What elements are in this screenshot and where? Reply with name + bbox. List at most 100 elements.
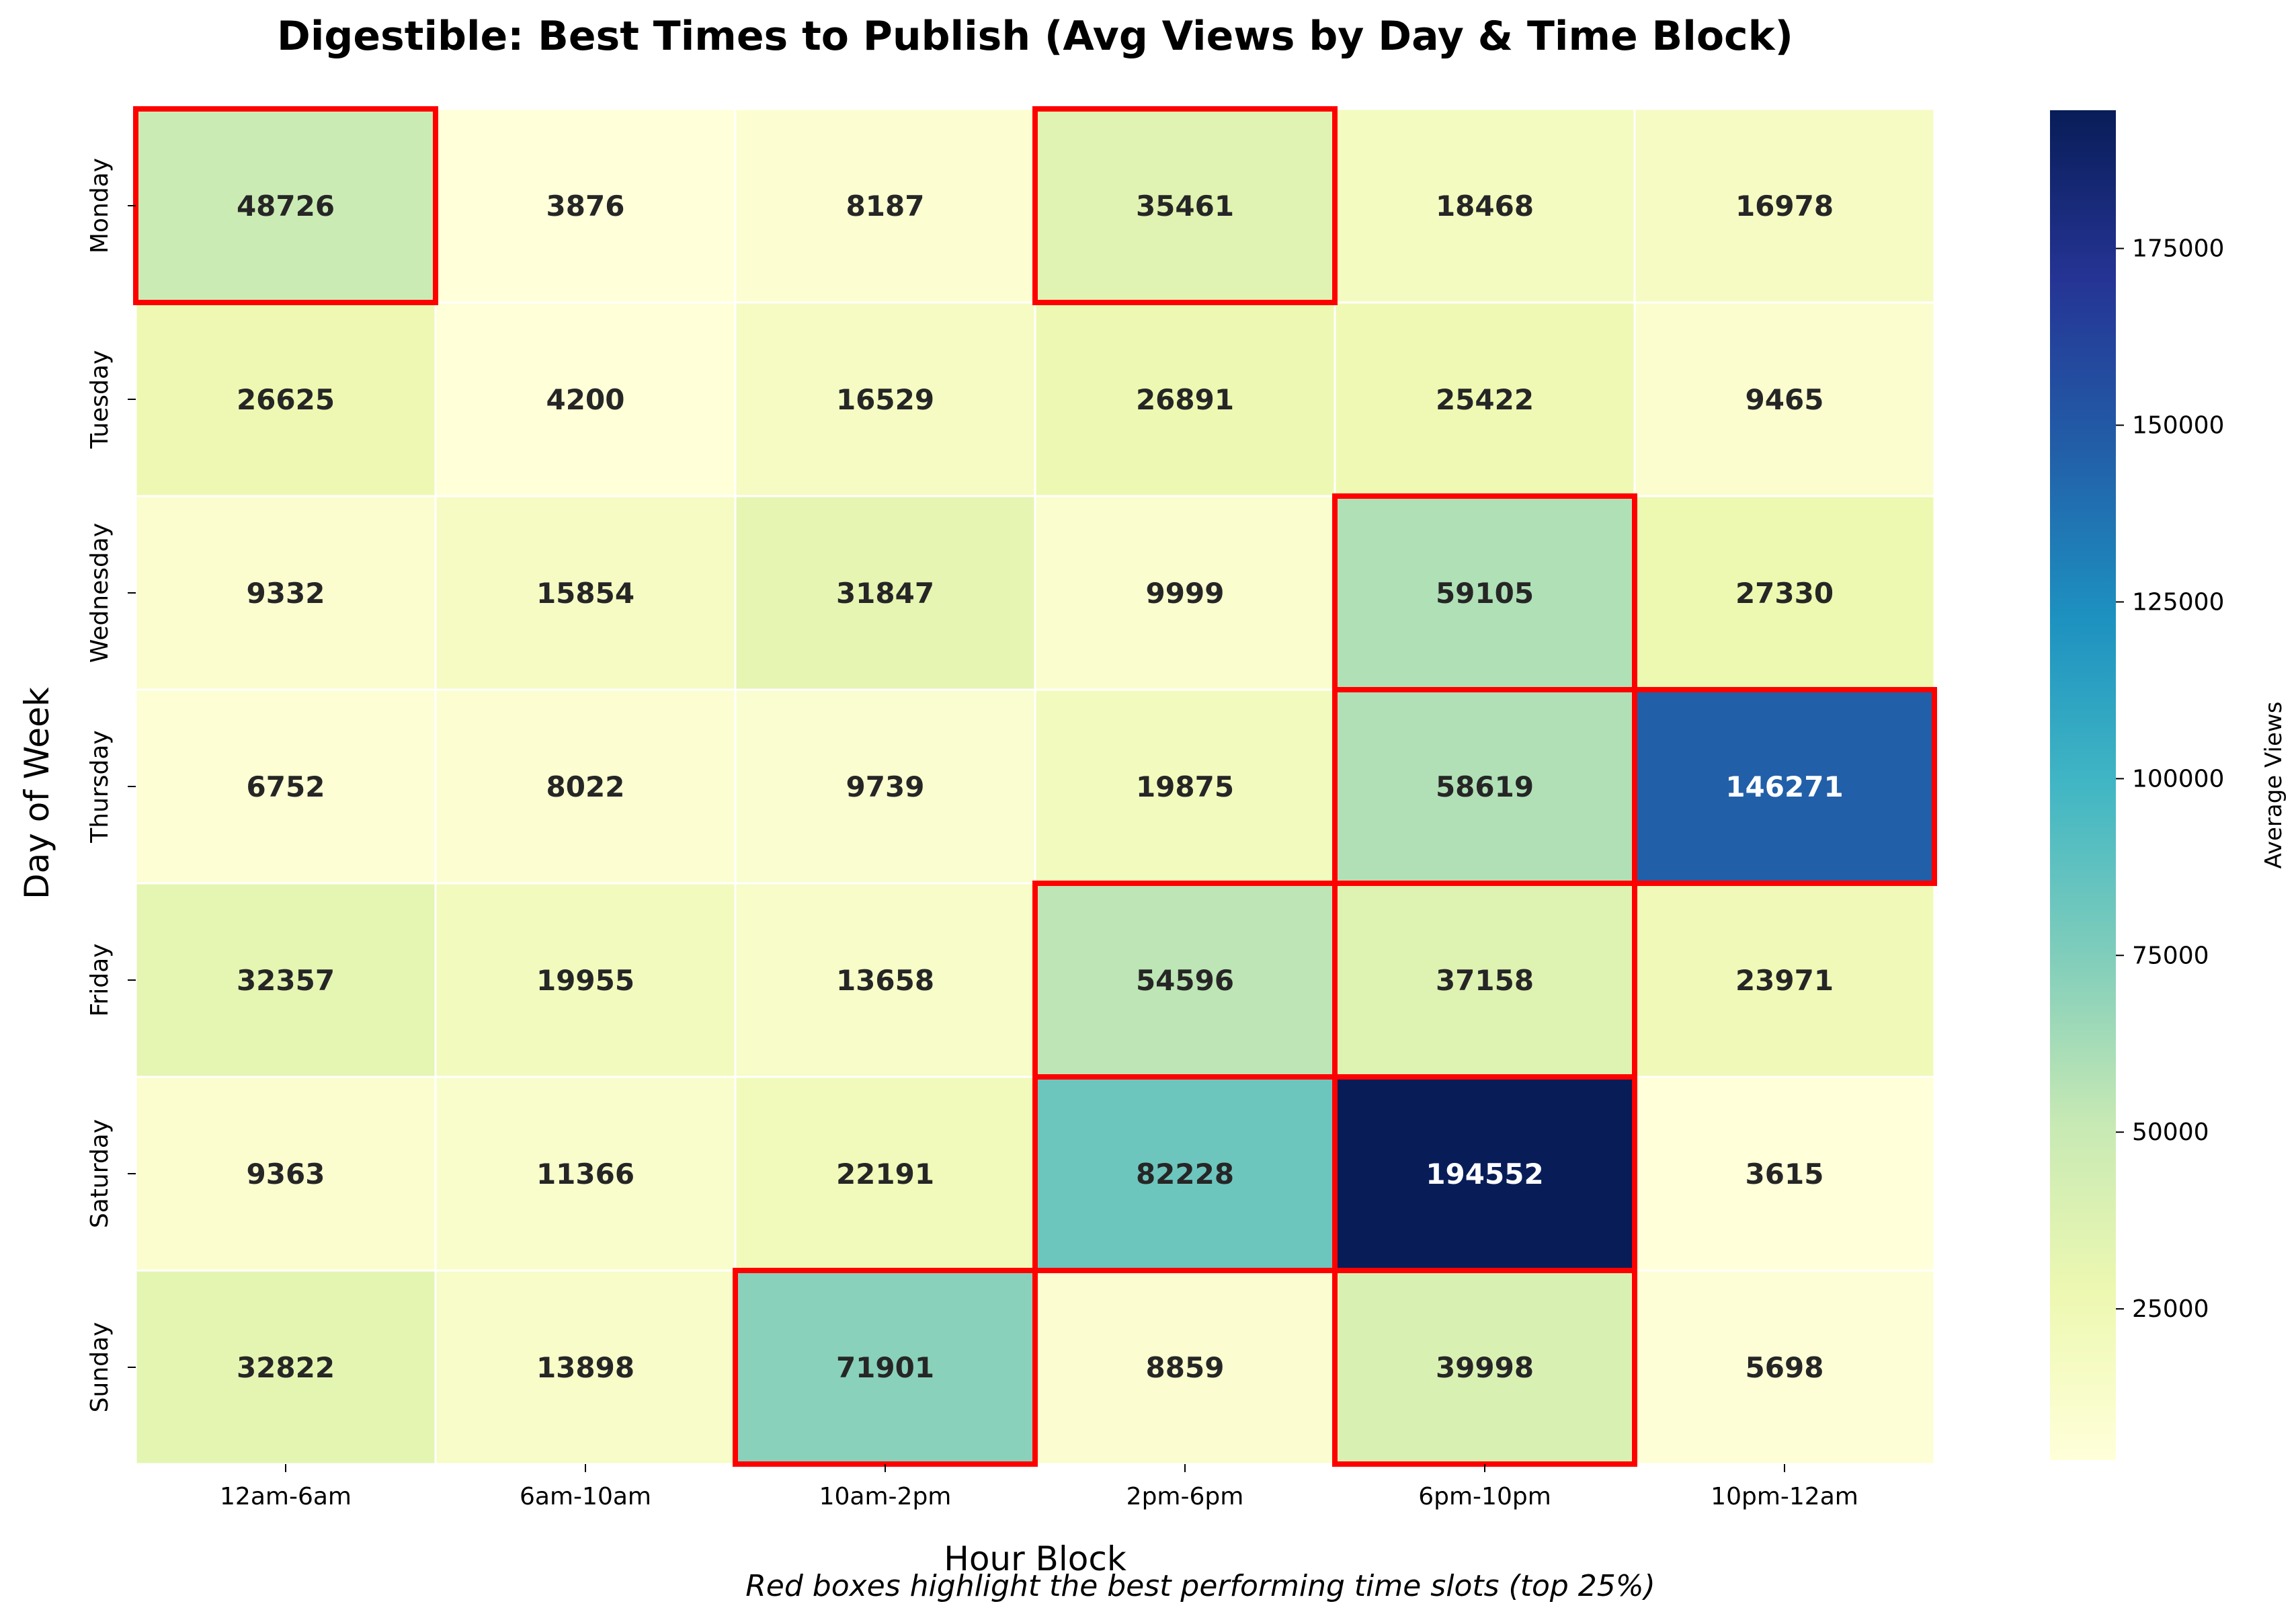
heatmap-cell [1034,688,1336,885]
y-tick-label: Tuesday [86,350,114,449]
highlight-box [1632,687,1937,886]
cell-value-label: 146271 [1725,770,1843,803]
heatmap-cell [134,1076,437,1272]
x-tick-label: 6pm-10pm [1418,1483,1551,1510]
colorbar-tick-label: 125000 [2132,588,2224,616]
chart-title: Digestible: Best Times to Publish (Avg V… [277,13,1793,60]
cell-value-label: 37158 [1436,964,1534,997]
cell-value-label: 4200 [546,383,625,416]
y-tick-label: Friday [86,943,114,1016]
heatmap-cell [134,108,437,304]
cell-value-label: 31847 [836,577,934,610]
cell-value-label: 194552 [1426,1158,1543,1190]
colorbar-tick-label: 175000 [2132,235,2224,263]
cell-value-label: 5698 [1746,1351,1824,1384]
cell-value-label: 15854 [536,577,634,610]
cell-value-label: 9465 [1746,383,1824,416]
heatmap-cell [1034,495,1336,691]
cell-value-label: 11366 [536,1158,634,1190]
cell-value-label: 13658 [836,964,934,997]
heatmap-cell [1034,301,1336,497]
heatmap-cell [1334,495,1636,691]
cell-value-label: 19875 [1136,770,1234,803]
cell-value-label: 16978 [1735,190,1834,223]
chart-caption: Red boxes highlight the best performing … [745,1569,1655,1603]
cell-value-label: 22191 [836,1158,934,1190]
cell-value-label: 26625 [237,383,335,416]
y-tick-label: Thursday [86,730,114,843]
cell-value-label: 27330 [1735,577,1834,610]
y-tick-label: Sunday [86,1322,114,1413]
colorbar-tick-label: 50000 [2132,1119,2209,1146]
x-tick-label: 12am-6am [220,1483,352,1510]
heatmap-cell [434,108,737,304]
heatmap-cell [1633,108,1936,304]
cell-value-label: 9363 [247,1158,325,1190]
x-axis-title: Hour Block [944,1539,1126,1578]
cell-value-label: 35461 [1136,190,1234,223]
heatmap-cell [434,495,737,691]
heatmap-cell [1334,1076,1636,1272]
heatmap-cell [434,301,737,497]
cell-value-label: 8187 [846,190,925,223]
x-axis: 12am-6am 6am-10am 10am-2pm 2pm-6pm 6pm-10pm 1… [220,1464,1858,1510]
heatmap-cell [134,1269,437,1465]
heatmap-cell [1633,301,1936,497]
colorbar-label: Average Views [2260,702,2287,869]
heatmap-cell [434,688,737,885]
cell-value-label: 71901 [836,1351,934,1384]
cell-value-label: 23971 [1735,964,1834,997]
heatmap-cell [1034,882,1336,1078]
heatmap-cell [734,108,1036,304]
heatmap-cell [1633,1269,1936,1465]
heatmap-cell [734,688,1036,885]
highlight-box [1032,106,1338,305]
cell-value-label: 6752 [247,770,325,803]
heatmap-cell [1633,1076,1936,1272]
cell-value-label: 18468 [1436,190,1534,223]
cell-value-label: 32822 [237,1351,335,1384]
cell-value-label: 8022 [546,770,625,803]
cell-value-label: 54596 [1136,964,1234,997]
heatmap-cell [1034,1269,1336,1465]
heatmap-cell [134,882,437,1078]
colorbar-tick-label: 150000 [2132,412,2224,440]
x-tick-label: 2pm-6pm [1126,1483,1244,1510]
heatmap-cell [734,882,1036,1078]
colorbar-ticks: 25000 50000 75000 100000 125000 150000 175000 [2116,235,2224,1323]
cell-value-label: 3615 [1746,1158,1824,1190]
colorbar-tick-label: 75000 [2132,942,2209,969]
cell-value-label: 39998 [1436,1351,1534,1384]
y-tick-label: Monday [86,158,114,253]
cell-value-label: 25422 [1436,383,1534,416]
heatmap-cell [1334,108,1636,304]
cell-value-label: 8859 [1146,1351,1225,1384]
cell-value-label: 9739 [846,770,925,803]
heatmap-cell [1334,688,1636,885]
x-tick-label: 6am-10am [520,1483,651,1510]
heatmap-cell-labels: 48726 3876 8187 35461 18468 16978 26625 4200 165… [237,190,1844,1384]
heatmap-cell [1034,108,1336,304]
heatmap-cell [434,1269,737,1465]
heatmap-cell [1633,882,1936,1078]
y-axis-title: Day of Week [17,687,56,899]
x-tick-label: 10pm-12am [1711,1483,1858,1510]
y-axis: Monday Tuesday Wednesday Thursday Friday Satu… [86,158,136,1412]
heatmap-cell [134,688,437,885]
cell-value-label: 48726 [237,190,335,223]
colorbar-tick-label: 25000 [2132,1295,2209,1323]
colorbar [2050,110,2116,1460]
cell-value-label: 3876 [546,190,625,223]
cell-value-label: 59105 [1436,577,1534,610]
cell-value-label: 9332 [247,577,325,610]
cell-value-label: 26891 [1136,383,1234,416]
heatmap-cell [734,495,1036,691]
cell-value-label: 19955 [536,964,634,997]
cell-value-label: 9999 [1146,577,1225,610]
x-tick-label: 10am-2pm [819,1483,952,1510]
heatmap-cell [134,495,437,691]
heatmap-cell [1334,882,1636,1078]
heatmap-cells [134,108,1936,1465]
y-tick-label: Saturday [86,1119,114,1228]
